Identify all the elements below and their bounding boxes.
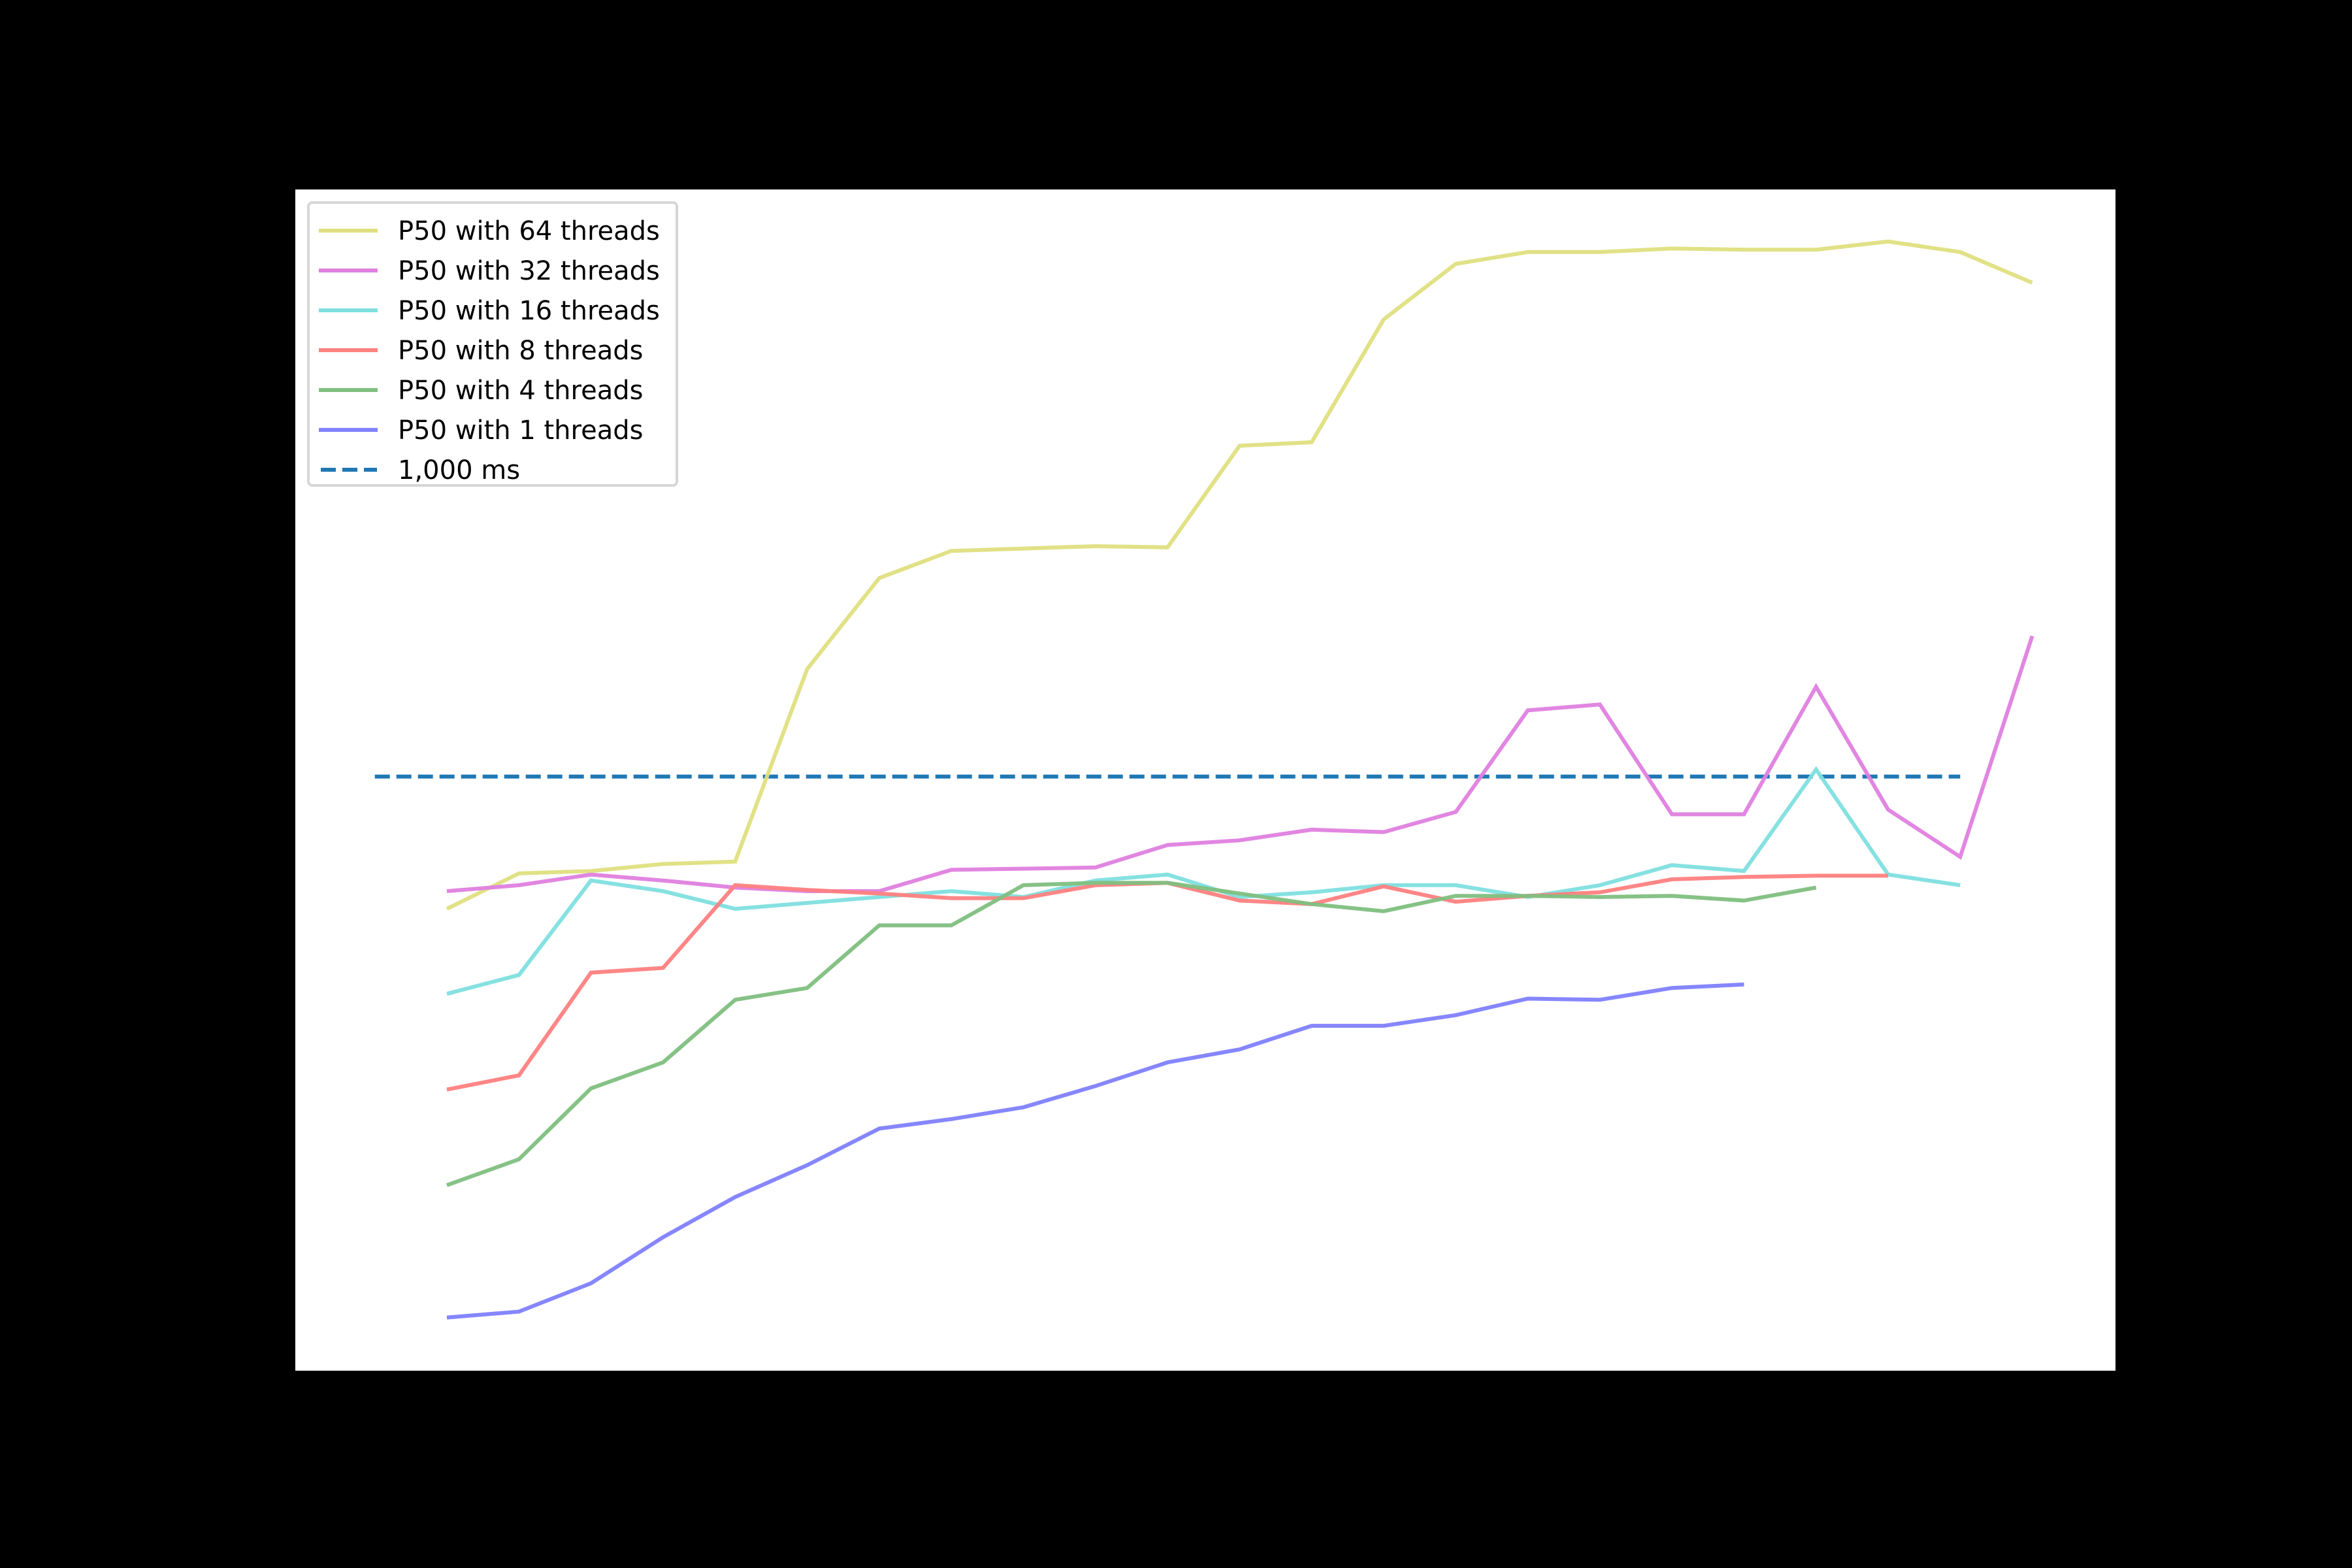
legend: P50 with 64 threads P50 with 32 threads …: [307, 201, 678, 487]
legend-label: 1,000 ms: [398, 455, 521, 485]
legend-swatch-8: [319, 348, 378, 352]
series-line-50-64-threads: [446, 239, 2033, 911]
legend-item-16-threads: P50 with 16 threads: [310, 291, 676, 331]
legend-item-8-threads: P50 with 8 threads: [310, 331, 676, 371]
series-line-50-16-threads: [446, 766, 1961, 996]
legend-label: P50 with 1 threads: [398, 416, 644, 446]
legend-item-32-threads: P50 with 32 threads: [310, 252, 676, 291]
series-line-50-1-threads: [446, 982, 1744, 1320]
legend-label: P50 with 64 threads: [398, 216, 660, 246]
legend-swatch-32: [319, 269, 378, 272]
legend-label: P50 with 8 threads: [398, 336, 644, 366]
legend-item-64-threads: P50 with 64 threads: [310, 212, 676, 252]
series-line-50-32-threads: [446, 635, 2034, 893]
legend-item-4-threads: P50 with 4 threads: [310, 371, 676, 411]
series-lines: [446, 239, 2034, 1320]
legend-label: P50 with 4 threads: [398, 376, 644, 406]
series-line-50-4-threads: [446, 881, 1817, 1187]
legend-label: P50 with 16 threads: [398, 296, 660, 326]
legend-swatch-4: [319, 388, 378, 392]
legend-swatch-1: [319, 428, 378, 432]
legend-item-1-threads: P50 with 1 threads: [310, 411, 676, 451]
legend-swatch-dashed: [319, 468, 378, 472]
legend-label: P50 with 32 threads: [398, 256, 660, 286]
legend-swatch-64: [319, 229, 378, 233]
legend-item-1000ms: 1,000 ms: [310, 451, 676, 491]
legend-swatch-16: [319, 308, 378, 312]
